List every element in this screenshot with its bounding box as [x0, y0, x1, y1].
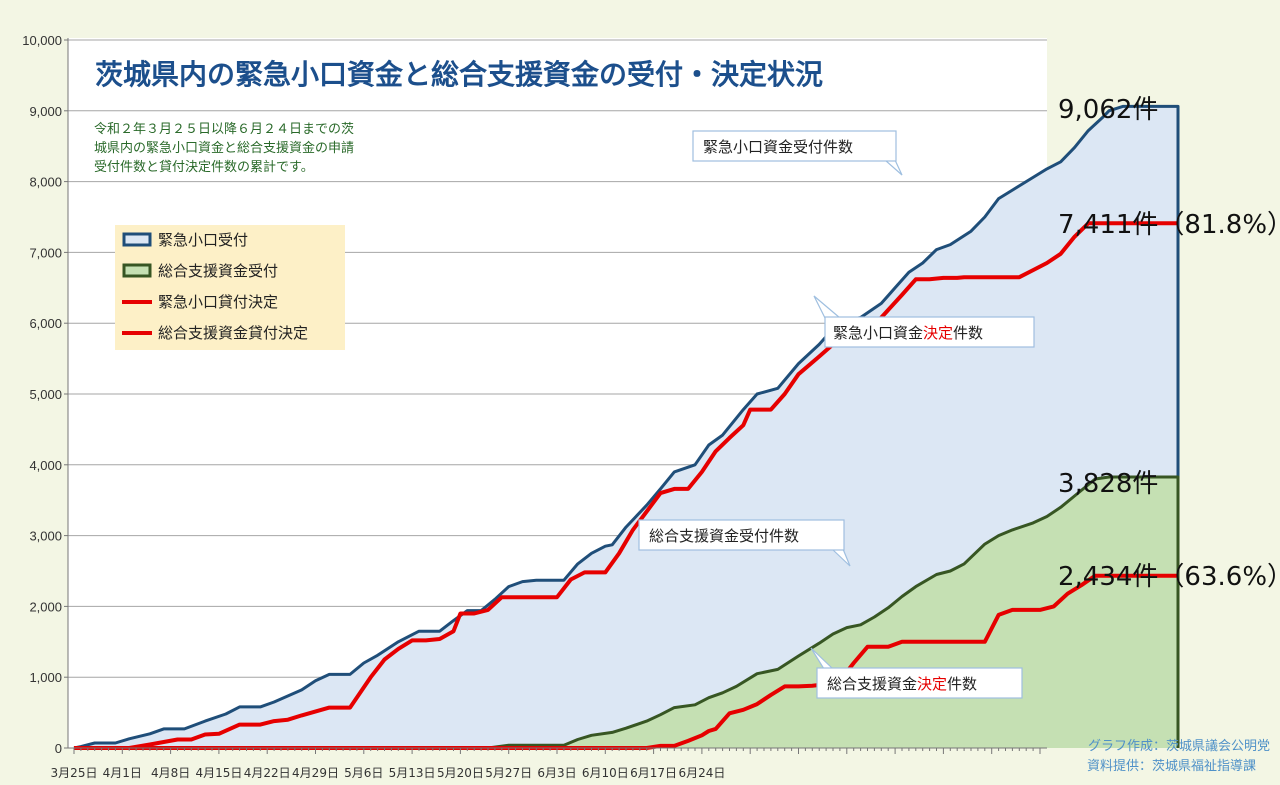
legend-swatch-sogo-uketsuke [122, 263, 152, 278]
series-lines [73, 104, 1180, 750]
x-tick-label: 5月27日 [485, 766, 532, 780]
subtitle-line-1: 令和２年３月２５日以降６月２４日までの茨 [94, 122, 354, 137]
callout-sogo-uketsuke-text: 総合支援資金受付件数 [649, 527, 799, 545]
series-sogo-uketsuke-line [74, 475, 1180, 750]
legend-swatch-kinkyu-uketsuke [122, 232, 152, 247]
y-tick-label: 1,000 [29, 670, 62, 685]
x-tick-label: 4月29日 [292, 766, 339, 780]
legend-box [115, 225, 345, 350]
callout-kinkyu-kettei: 緊急小口資金決定件数 [813, 295, 1035, 348]
x-tick-label: 6月17日 [630, 766, 677, 780]
series-kinkyu-kettei-line [74, 221, 1178, 750]
x-tick-label: 6月10日 [582, 766, 629, 780]
x-tick-label: 5月13日 [389, 766, 436, 780]
y-tick-label: 6,000 [29, 316, 62, 331]
y-tick-label: 7,000 [29, 245, 62, 260]
legend-label-kinkyu-uketsuke: 緊急小口受付 [158, 231, 248, 249]
x-tick-label: 5月6日 [344, 766, 383, 780]
y-tick-label: 8,000 [29, 175, 62, 190]
callout-sogo-kettei: 総合支援資金決定件数 [810, 647, 1023, 699]
y-axis-ticks: 0 1,000 2,000 3,000 4,000 5,000 6,000 7,000 8,00… [22, 33, 68, 756]
y-tick-label: 5,000 [29, 387, 62, 402]
subtitle-line-2: 城県内の緊急小口資金と総合支援資金の申請 [94, 140, 354, 156]
x-tick-label: 5月20日 [437, 766, 484, 780]
y-tick-label: 2,000 [29, 599, 62, 614]
end-label-sogo-kettei: 2,434件（63.6%） [1058, 562, 1280, 592]
callout-sogo-uketsuke: 総合支援資金受付件数 [638, 519, 851, 567]
chart-title: 茨城県内の緊急小口資金と総合支援資金の受付・決定状況 [95, 58, 823, 91]
callout-kinkyu-uketsuke-text: 緊急小口資金受付件数 [703, 138, 853, 156]
x-tick-label: 6月24日 [678, 766, 725, 780]
x-tick-label: 4月8日 [151, 766, 190, 780]
x-tick-label: 4月15日 [195, 766, 242, 780]
end-label-kinkyu-kettei: 7,411件（81.8%） [1058, 210, 1280, 240]
credit-data: 資料提供：茨城県福祉指導課 [1087, 758, 1256, 774]
callout-sogo-kettei-text: 総合支援資金決定件数 [827, 675, 977, 693]
y-tick-label: 4,000 [29, 458, 62, 473]
end-label-kinkyu-uketsuke: 9,062件 [1058, 95, 1158, 125]
x-tick-label: 6月3日 [537, 766, 576, 780]
x-axis-ticks: 3月25日 4月1日 4月8日 4月15日 4月22日 4月29日 5月6日 5月13日 5月2… [51, 748, 1041, 780]
callout-kinkyu-kettei-text: 緊急小口資金決定件数 [833, 324, 983, 342]
x-tick-label: 4月1日 [103, 766, 142, 780]
series-kinkyu-uketsuke-line [73, 104, 1180, 750]
credit-graph: グラフ作成：茨城県議会公明党 [1088, 739, 1270, 754]
subtitle-line-3: 受付件数と貸付決定件数の累計です。 [94, 159, 314, 175]
y-tick-label: 3,000 [29, 529, 62, 544]
x-tick-label: 4月22日 [244, 766, 291, 780]
callout-kinkyu-uketsuke: 緊急小口資金受付件数 [692, 130, 903, 176]
legend: 緊急小口受付 総合支援資金受付 緊急小口貸付決定 総合支援資金貸付決定 [115, 225, 345, 350]
y-tick-label: 0 [55, 741, 62, 756]
x-tick-label: 3月25日 [51, 766, 98, 780]
y-tick-label: 9,000 [29, 104, 62, 119]
end-label-sogo-uketsuke: 3,828件 [1058, 469, 1158, 499]
legend-label-kinkyu-kettei: 緊急小口貸付決定 [158, 293, 278, 311]
legend-label-sogo-uketsuke: 総合支援資金受付 [158, 262, 278, 280]
y-tick-label: 10,000 [22, 33, 62, 48]
series-kinkyu-uketsuke-area [74, 106, 1178, 748]
legend-label-sogo-kettei: 総合支援資金貸付決定 [158, 324, 308, 342]
